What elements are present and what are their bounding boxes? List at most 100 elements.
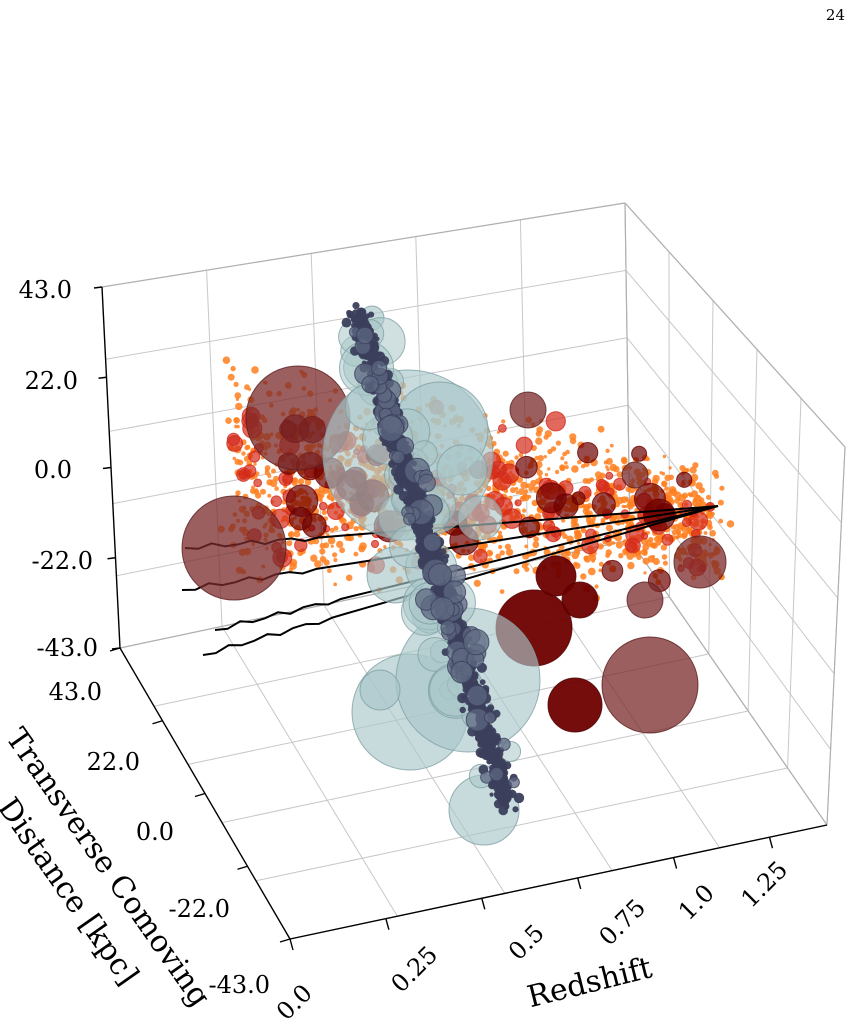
halo-point (706, 511, 714, 520)
screen-point (413, 488, 419, 494)
screen-point (368, 311, 375, 318)
halo-point (522, 508, 527, 513)
halo-point (580, 464, 586, 469)
halo-point (577, 541, 581, 545)
screen-point (352, 302, 360, 310)
halo-point (694, 494, 702, 502)
grid-line (708, 300, 714, 655)
large-halo (509, 391, 547, 429)
halo-point (678, 494, 686, 502)
screen-point (357, 307, 367, 317)
halo-point (689, 466, 697, 474)
halo-point (597, 543, 604, 550)
halo-point (559, 465, 566, 472)
halo-point (521, 563, 528, 569)
halo-point (601, 559, 624, 582)
halo-point (717, 499, 724, 506)
halo-point (514, 499, 522, 507)
halo-point (241, 451, 246, 456)
halo-point (688, 492, 694, 498)
screen-point (398, 490, 410, 502)
screen-point (440, 619, 456, 636)
halo-point (504, 543, 511, 550)
halo-point (497, 534, 503, 540)
screen-point (428, 563, 452, 587)
halo-point (615, 541, 623, 549)
halo-point (691, 500, 698, 507)
halo-point (486, 485, 492, 492)
halo-point (333, 582, 338, 587)
halo-point (329, 527, 335, 533)
halo-point (587, 567, 596, 576)
halo-point (544, 473, 549, 477)
halo-point (253, 462, 257, 466)
halo-point (498, 544, 503, 550)
x-tick-label: 0.75 (594, 894, 652, 952)
y-tick (194, 792, 206, 798)
halo-point (340, 517, 347, 525)
screen-point (479, 679, 486, 685)
screen-point (341, 317, 352, 328)
x-tick (577, 877, 582, 890)
halo-point (664, 474, 671, 482)
halo-point (719, 485, 725, 491)
screen-point (391, 450, 405, 465)
cube-edge (101, 202, 626, 288)
halo-point (244, 445, 250, 451)
halo-point (243, 456, 250, 462)
halo-point (505, 548, 514, 556)
halo-point (605, 471, 614, 480)
screen-point (501, 799, 509, 807)
halo-point (515, 455, 538, 479)
x-axis-line (289, 824, 828, 940)
halo-point (286, 540, 293, 547)
large-halo (561, 581, 599, 619)
large-halo (601, 636, 699, 734)
halo-point (237, 459, 244, 466)
halo-point (597, 425, 605, 433)
halo-point (570, 519, 578, 526)
halo-point (291, 479, 298, 486)
halo-point (226, 435, 244, 452)
z-tick-label: 22.0 (25, 367, 78, 395)
screen-point (377, 415, 405, 442)
cube-edge (826, 446, 846, 826)
halo-point (605, 457, 613, 465)
large-halo (673, 535, 727, 589)
halo-point (618, 553, 624, 559)
halo-point (669, 488, 678, 497)
screen-point (370, 343, 379, 352)
screen-point (371, 359, 388, 376)
page-number: 24 (825, 6, 845, 24)
halo-point (584, 504, 590, 510)
halo-point (310, 554, 318, 562)
halo-point (345, 574, 353, 582)
halo-point (595, 478, 608, 492)
screen-point (403, 512, 416, 526)
halo-point (234, 392, 242, 399)
halo-point (537, 455, 544, 462)
halo-point (627, 561, 635, 570)
grid-line (625, 270, 842, 523)
halo-point (718, 518, 724, 524)
screen-point (487, 744, 494, 752)
x-tick-label: 0.5 (503, 919, 550, 966)
screen-point (422, 533, 442, 552)
screen-point (473, 674, 479, 680)
halo-point (520, 481, 528, 489)
halo-point (323, 559, 330, 566)
halo-point (274, 486, 279, 491)
halo-point (605, 553, 610, 558)
halo-point (321, 509, 327, 516)
halo-point (269, 479, 278, 488)
screen-point (513, 792, 525, 804)
grid-line (519, 219, 529, 562)
halo-point (232, 456, 236, 461)
z-tick (98, 376, 107, 379)
screen-point (450, 660, 474, 684)
halo-point (540, 525, 544, 529)
halo-point (589, 477, 594, 482)
screen-point (463, 628, 490, 656)
halo-point (473, 548, 488, 564)
screen-point (493, 799, 503, 809)
